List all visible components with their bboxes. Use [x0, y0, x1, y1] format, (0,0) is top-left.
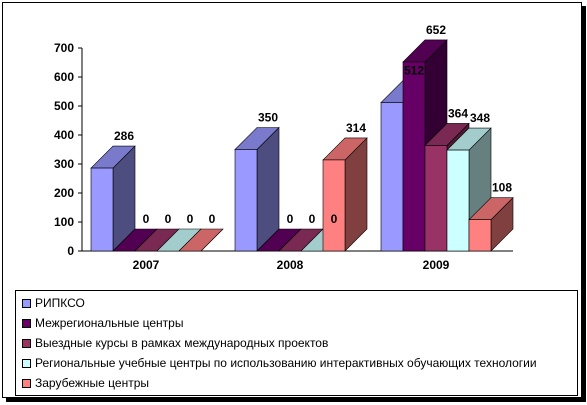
y-tick-label: 0: [67, 244, 74, 258]
data-label: 350: [258, 111, 278, 125]
data-label: 0: [165, 212, 172, 226]
bar: [380, 102, 404, 252]
data-label: 0: [287, 212, 294, 226]
legend-swatch: [22, 378, 31, 388]
data-label: 512: [404, 64, 424, 78]
data-label: 314: [346, 121, 366, 135]
legend-label: Региональные учебные центры по использов…: [35, 356, 537, 370]
data-label: 0: [309, 212, 316, 226]
x-tick-label: 2009: [423, 258, 450, 272]
bar: [402, 61, 426, 252]
data-label: 652: [426, 23, 446, 37]
legend-label: РИПКСО: [35, 296, 85, 310]
legend-item: Межрегиональные центры: [22, 315, 183, 331]
y-tick-label: 100: [54, 215, 74, 229]
legend: РИПКСО Межрегиональные центры Выездные к…: [15, 290, 578, 396]
data-label: 0: [143, 212, 150, 226]
data-label: 364: [448, 106, 468, 120]
legend-item: Зарубежные центры: [22, 375, 149, 391]
legend-label: Межрегиональные центры: [35, 316, 184, 330]
data-label: 286: [114, 129, 134, 143]
legend-item: РИПКСО: [22, 295, 85, 311]
x-tick-label: 2008: [277, 258, 304, 272]
data-label: 108: [492, 181, 512, 195]
bar: [90, 167, 114, 252]
bar: [322, 159, 346, 252]
legend-swatch: [22, 298, 31, 308]
legend-label: Зарубежные центры: [35, 376, 149, 390]
y-tick-label: 600: [54, 70, 74, 84]
bar: [446, 149, 470, 252]
y-tick-label: 200: [54, 186, 74, 200]
bar: [424, 145, 448, 252]
y-tick-label: 700: [54, 41, 74, 55]
y-tick-label: 400: [54, 128, 74, 142]
data-label: 0: [331, 212, 338, 226]
legend-item: Региональные учебные центры по использов…: [22, 355, 537, 371]
y-tick-label: 300: [54, 157, 74, 171]
legend-swatch: [22, 318, 31, 328]
legend-swatch: [22, 338, 31, 348]
chart-frame: 0 100 200 300 400 500 600 700 286 0 0 0 0 2007 350 0 0 0 3…: [2, 2, 582, 398]
bar-chart: 0 100 200 300 400 500 600 700 286 0 0 0 0 2007 350 0 0 0 3…: [54, 23, 514, 272]
x-tick-label: 2007: [133, 258, 160, 272]
legend-item: Выездные курсы в рамках международных пр…: [22, 335, 328, 351]
bar: [468, 219, 492, 252]
legend-label: Выездные курсы в рамках международных пр…: [35, 336, 329, 350]
bar: [234, 149, 258, 252]
data-label: 0: [187, 212, 194, 226]
bar-top: [178, 228, 224, 252]
data-label: 0: [209, 212, 216, 226]
data-label: 348: [470, 111, 490, 125]
legend-swatch: [22, 358, 31, 368]
y-tick-label: 500: [54, 99, 74, 113]
